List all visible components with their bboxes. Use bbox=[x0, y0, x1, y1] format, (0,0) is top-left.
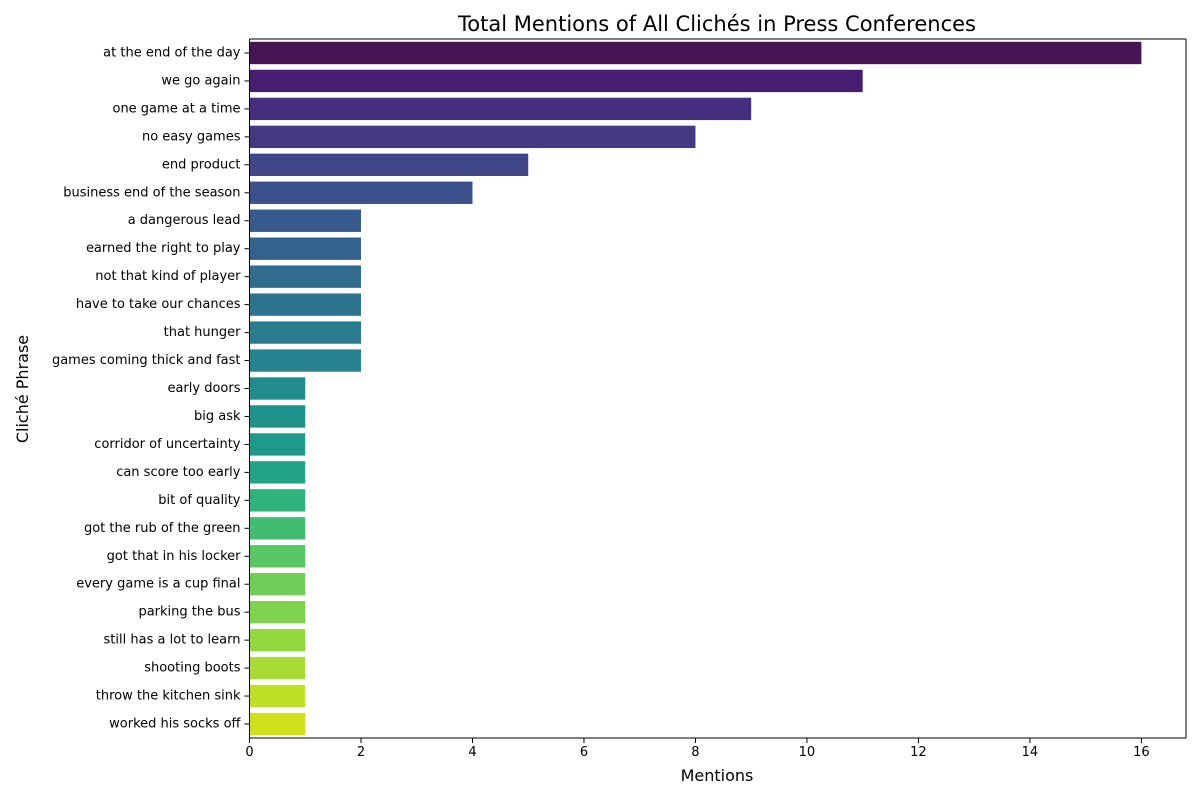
y-tick-label: bit of quality bbox=[158, 493, 241, 508]
y-tick-label: still has a lot to learn bbox=[104, 633, 241, 648]
bar bbox=[249, 293, 361, 316]
bar bbox=[249, 433, 306, 456]
bar bbox=[249, 517, 306, 540]
y-tick-label: business end of the season bbox=[63, 185, 240, 200]
x-tick-label: 10 bbox=[799, 745, 816, 760]
y-tick-label: throw the kitchen sink bbox=[96, 689, 241, 704]
bar bbox=[249, 265, 361, 288]
y-tick-label: that hunger bbox=[164, 325, 242, 340]
bar bbox=[249, 153, 529, 177]
bars-group bbox=[249, 41, 1142, 736]
bar bbox=[249, 656, 306, 680]
x-tick-label: 8 bbox=[691, 745, 699, 760]
bar bbox=[249, 209, 361, 232]
y-tick-label: no easy games bbox=[142, 129, 241, 144]
y-axis-title: Cliché Phrase bbox=[13, 335, 32, 443]
bar bbox=[249, 69, 863, 93]
x-tick-label: 6 bbox=[580, 745, 588, 760]
x-tick-label: 12 bbox=[910, 745, 927, 760]
bar bbox=[249, 628, 306, 652]
bar bbox=[249, 349, 361, 372]
x-tick-label: 4 bbox=[468, 745, 476, 760]
bar bbox=[249, 377, 306, 400]
bar bbox=[249, 489, 306, 512]
y-tick-label: a dangerous lead bbox=[128, 213, 241, 228]
x-tick-label: 0 bbox=[245, 745, 253, 760]
y-tick-label: we go again bbox=[161, 73, 240, 88]
bar bbox=[249, 125, 696, 149]
bar bbox=[249, 237, 361, 260]
y-tick-label: games coming thick and fast bbox=[52, 353, 241, 368]
x-axis-title: Mentions bbox=[681, 766, 754, 785]
y-tick-label: not that kind of player bbox=[95, 269, 241, 284]
bar bbox=[249, 321, 361, 344]
y-tick-label: got that in his locker bbox=[107, 549, 241, 564]
x-ticks: 0 2 4 6 8 10 12 14 16 bbox=[245, 738, 1150, 760]
chart-title: Total Mentions of All Clichés in Press C… bbox=[457, 12, 976, 36]
bar bbox=[249, 712, 306, 736]
x-tick-label: 14 bbox=[1022, 745, 1039, 760]
x-tick-label: 16 bbox=[1133, 745, 1150, 760]
y-tick-label: can score too early bbox=[116, 465, 241, 480]
y-tick-label: big ask bbox=[194, 409, 241, 424]
bar bbox=[249, 41, 1142, 65]
bar bbox=[249, 600, 306, 624]
y-tick-label: early doors bbox=[167, 381, 240, 396]
y-tick-label: one game at a time bbox=[112, 101, 240, 116]
y-tick-label: earned the right to play bbox=[86, 241, 241, 256]
bar bbox=[249, 461, 306, 484]
bar bbox=[249, 97, 752, 121]
x-tick-label: 2 bbox=[357, 745, 365, 760]
bar bbox=[249, 405, 306, 428]
y-tick-label: corridor of uncertainty bbox=[94, 437, 240, 452]
y-tick-label: every game is a cup final bbox=[76, 577, 240, 592]
bar bbox=[249, 684, 306, 708]
y-tick-label: worked his socks off bbox=[109, 717, 241, 732]
y-tick-label: parking the bus bbox=[138, 605, 240, 620]
y-tick-label: at the end of the day bbox=[103, 45, 241, 60]
y-tick-labels: at the end of the day we go again one game… bbox=[52, 45, 250, 732]
y-tick-label: got the rub of the green bbox=[84, 521, 241, 536]
y-tick-label: have to take our chances bbox=[76, 297, 241, 312]
y-tick-label: shooting boots bbox=[144, 661, 241, 676]
bar bbox=[249, 545, 306, 568]
bar bbox=[249, 573, 306, 596]
bar bbox=[249, 181, 473, 204]
y-tick-label: end product bbox=[162, 157, 241, 172]
